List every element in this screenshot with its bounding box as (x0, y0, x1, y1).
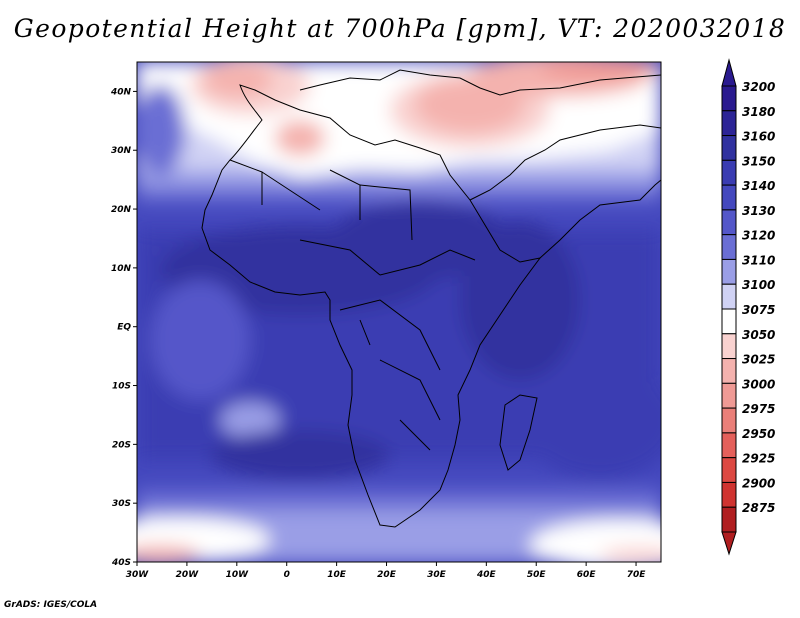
lat-tick-label: 40N (110, 87, 132, 97)
colorbar-label: 3130 (742, 204, 775, 218)
colorbar-top-arrow (721, 58, 737, 87)
colorbar-swatch (721, 159, 737, 186)
colorbar-bottom-arrow (721, 531, 737, 556)
lon-tick-label: 30E (427, 570, 447, 580)
lon-tick-label: 70E (627, 570, 647, 580)
lat-tick-label: 10S (112, 382, 131, 392)
lon-tick-label: 50E (527, 570, 547, 580)
grads-credit: GrADS: IGES/COLA (4, 600, 98, 610)
lat-tick-label: 30S (112, 499, 131, 509)
colorbar-label: 3150 (742, 154, 775, 168)
colorbar-swatch (721, 432, 737, 459)
lon-tick-label: 60E (577, 570, 597, 580)
plot-frame (136, 61, 662, 563)
lon-tick-label: 10E (327, 570, 347, 580)
colorbar-swatch (721, 457, 737, 483)
colorbar-swatch (721, 506, 737, 533)
colorbar-label: 3110 (742, 253, 775, 267)
chart-title: Geopotential Height at 700hPa [gpm], VT:… (13, 14, 787, 43)
colorbar-swatch (721, 382, 737, 409)
lon-tick-label: 40E (476, 570, 497, 580)
colorbar-label: 3050 (742, 328, 775, 342)
height-field (137, 62, 661, 562)
lat-tick-label: 20S (112, 440, 131, 450)
colorbar-swatch (721, 234, 737, 260)
lat-tick-label: 20N (111, 205, 132, 215)
colorbar-label: 2875 (742, 501, 775, 515)
colorbar-label: 3200 (742, 80, 775, 94)
lat-tick-label: EQ (117, 323, 131, 333)
lat-tick-label: 10N (111, 264, 132, 274)
colorbar-label: 3100 (742, 278, 775, 292)
colorbar-swatch (721, 209, 737, 236)
colorbar-label: 3120 (742, 229, 775, 243)
colorbar: 3200 3180 3160 3150 3140 3130 3120 3110 3100 3075… (721, 58, 775, 556)
lon-tick-label: 30W (126, 570, 150, 580)
colorbar-label: 3075 (742, 303, 775, 317)
lon-tick-label: 0 (284, 570, 290, 580)
colorbar-label: 2975 (742, 402, 775, 416)
colorbar-label: 3180 (742, 105, 775, 119)
colorbar-swatch (721, 258, 737, 285)
colorbar-swatch (721, 308, 737, 335)
colorbar-label: 3000 (742, 377, 775, 391)
colorbar-swatch (721, 283, 737, 310)
axis-ticks: 30W 20W 10W 0 10E 20E 30E 40E 50E 60E 70E 40N 30N 20N… (110, 87, 646, 580)
coastlines (201, 69, 661, 528)
colorbar-swatch (721, 407, 737, 434)
colorbar-label: 2950 (742, 427, 775, 441)
lat-tick-label: 30N (111, 146, 132, 156)
colorbar-swatch (721, 333, 737, 360)
colorbar-swatch (721, 85, 737, 112)
colorbar-swatch (721, 135, 737, 161)
colorbar-label: 3160 (742, 130, 775, 144)
colorbar-label: 3025 (742, 353, 775, 367)
colorbar-label: 3140 (742, 179, 775, 193)
colorbar-swatch (721, 481, 737, 508)
lon-tick-label: 10W (226, 570, 250, 580)
colorbar-swatch (721, 110, 737, 137)
colorbar-swatch (721, 358, 737, 384)
colorbar-swatch (721, 184, 737, 211)
lon-tick-label: 20W (176, 570, 200, 580)
colorbar-label: 2900 (742, 476, 775, 490)
colorbar-label: 2925 (742, 452, 775, 466)
lat-tick-label: 40S (111, 558, 131, 568)
lon-tick-label: 20E (377, 570, 397, 580)
